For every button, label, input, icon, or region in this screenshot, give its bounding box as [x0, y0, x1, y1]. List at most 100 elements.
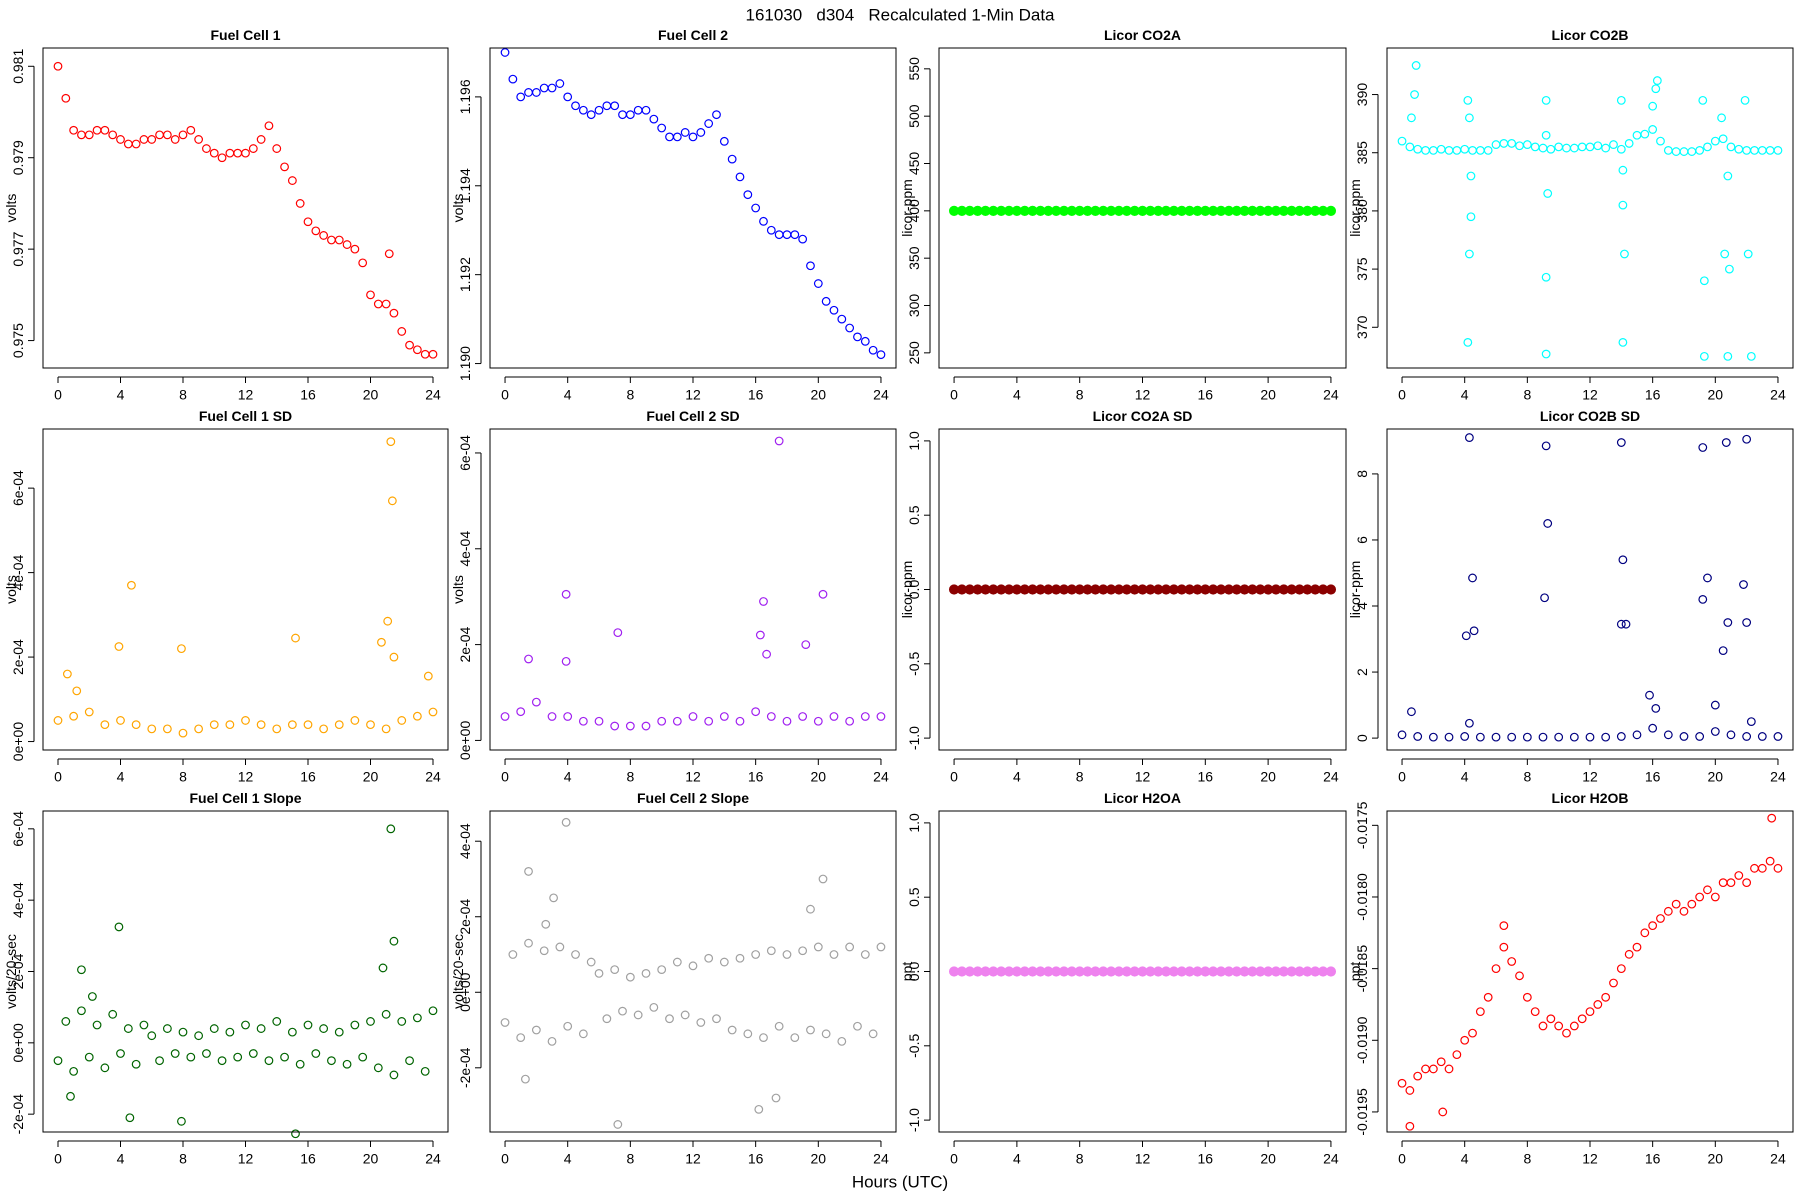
- data-point: [649, 1002, 659, 1012]
- data-point: [77, 1006, 86, 1016]
- data-point: [1742, 434, 1752, 444]
- data-point: [334, 720, 344, 730]
- data-point: [754, 1104, 764, 1114]
- data-point: [1601, 732, 1611, 742]
- x-tick-label: 24: [1770, 387, 1786, 403]
- data-point: [1616, 438, 1626, 447]
- data-point: [92, 1020, 102, 1030]
- data-point: [1522, 732, 1532, 742]
- data-point: [531, 88, 541, 97]
- data-point: [610, 965, 620, 975]
- data-point: [1397, 136, 1407, 146]
- y-tick-label: -0.0185: [1354, 945, 1370, 993]
- data-point: [397, 1017, 407, 1026]
- data-point: [813, 942, 823, 952]
- data-point: [162, 724, 172, 734]
- data-point: [578, 1029, 588, 1039]
- x-tick-label: 8: [179, 769, 187, 785]
- data-point: [1491, 732, 1501, 742]
- panel-title: Licor CO2A SD: [1093, 408, 1193, 424]
- panel-title: Licor CO2A: [1104, 27, 1181, 43]
- data-point: [272, 144, 282, 153]
- data-point: [1698, 595, 1708, 604]
- plot-frame: [42, 810, 449, 1133]
- data-point: [1710, 727, 1720, 736]
- y-axis-label: ppt: [899, 962, 915, 982]
- data-point: [1397, 730, 1407, 740]
- data-point: [61, 1017, 71, 1026]
- data-point: [381, 299, 391, 309]
- y-tick-label: 0.979: [10, 140, 26, 175]
- data-point: [389, 308, 399, 318]
- data-point: [1522, 140, 1532, 149]
- data-point: [287, 176, 297, 185]
- data-point: [751, 950, 761, 959]
- data-point: [766, 946, 776, 956]
- data-point: [412, 711, 422, 721]
- data-point: [1698, 443, 1708, 452]
- x-tick-label: 4: [117, 387, 125, 403]
- data-point: [1530, 1007, 1540, 1017]
- data-point: [1721, 438, 1731, 447]
- y-tick-label: 6: [1354, 536, 1370, 544]
- y-tick-label: 0e+00: [10, 722, 26, 762]
- plot-frame: [489, 47, 897, 369]
- x-tick-label: 8: [179, 387, 187, 403]
- data-point: [1648, 723, 1658, 733]
- data-point: [704, 119, 714, 128]
- data-point: [1717, 113, 1726, 123]
- data-point: [500, 48, 510, 57]
- data-point: [719, 712, 729, 721]
- data-point: [386, 437, 396, 447]
- data-point: [561, 656, 571, 666]
- data-point: [1452, 1050, 1462, 1060]
- x-tick-label: 20: [1708, 387, 1724, 403]
- data-point: [868, 345, 878, 355]
- data-point: [531, 1025, 541, 1035]
- x-tick-label: 8: [1523, 769, 1531, 785]
- plot-frame: [938, 47, 1347, 369]
- data-point: [837, 314, 847, 324]
- x-tick-label: 0: [501, 1151, 509, 1167]
- data-point: [613, 628, 623, 638]
- data-point: [1609, 140, 1618, 149]
- data-point: [547, 1036, 557, 1046]
- panel-title: Fuel Cell 1 Slope: [189, 790, 301, 806]
- data-point: [774, 436, 784, 446]
- data-point: [704, 953, 714, 963]
- data-point: [680, 128, 690, 137]
- data-point: [1710, 700, 1720, 710]
- data-point: [420, 1066, 430, 1076]
- data-point: [100, 125, 110, 135]
- plot-frame: [489, 810, 897, 1133]
- data-point: [1410, 90, 1419, 99]
- data-point: [1475, 1007, 1485, 1017]
- data-point: [1725, 264, 1734, 274]
- data-point: [876, 350, 886, 360]
- y-axis-label: licor-ppm: [899, 561, 915, 619]
- data-point: [735, 172, 745, 182]
- x-tick-label: 16: [1198, 769, 1214, 785]
- data-point: [1601, 992, 1611, 1002]
- data-point: [1624, 949, 1634, 959]
- y-tick-label: 0e+00: [457, 721, 473, 761]
- data-point: [334, 1027, 344, 1037]
- data-point: [209, 720, 219, 730]
- data-point: [1656, 914, 1665, 923]
- y-axis-label: ppt: [1347, 962, 1363, 982]
- data-point: [680, 1010, 690, 1020]
- data-point: [821, 296, 831, 306]
- x-tick-label: 8: [179, 1151, 187, 1167]
- data-point: [287, 1027, 297, 1037]
- data-point: [1541, 272, 1551, 282]
- y-tick-label: 500: [906, 104, 922, 128]
- data-point: [1773, 863, 1783, 873]
- data-point: [1507, 139, 1517, 148]
- x-tick-label: 0: [950, 1151, 958, 1167]
- data-point: [719, 136, 729, 146]
- y-tick-label: 8: [1354, 470, 1370, 478]
- data-point: [1444, 732, 1454, 742]
- data-point: [860, 336, 870, 346]
- x-tick-label: 12: [1582, 769, 1598, 785]
